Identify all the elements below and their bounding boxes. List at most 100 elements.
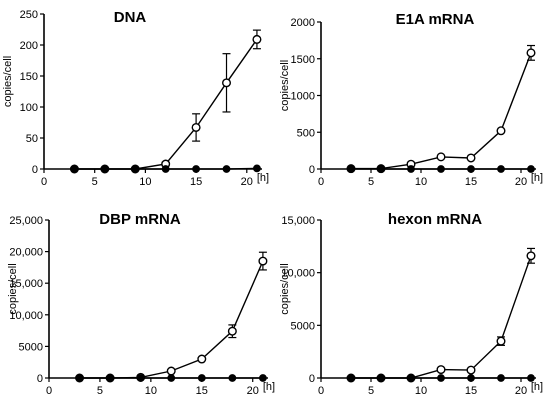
data-point [161, 165, 170, 173]
series-line [79, 260, 264, 379]
series-line [351, 52, 532, 170]
x-tick-label: 20 [241, 176, 253, 188]
data-point [252, 34, 262, 44]
y-tick-label: 2000 [291, 17, 315, 29]
data-point [106, 374, 115, 382]
y-tick-label: 25,000 [9, 215, 43, 227]
y-axis-label: copies/cell [2, 56, 14, 107]
y-tick-label: 5000 [19, 341, 43, 353]
y-tick-label: 1500 [291, 54, 315, 66]
y-tick-label: 1000 [291, 91, 315, 103]
x-unit-label: [h] [531, 172, 543, 184]
chart-title: DBP mRNA [99, 211, 181, 228]
data-point [407, 165, 415, 173]
y-axis-label: copies/cell [279, 263, 291, 314]
y-tick-label: 0 [32, 164, 38, 176]
data-point [100, 165, 109, 173]
y-tick-label: 15,000 [9, 278, 43, 290]
x-tick-label: 10 [139, 176, 151, 188]
data-point [197, 354, 207, 364]
data-point [497, 374, 505, 382]
data-point [527, 374, 535, 382]
chart-panel-4: hexon mRNA 0 5000 10,000 15,000 0 5 10 15 20 [h] co… [279, 211, 543, 397]
data-point [227, 326, 237, 336]
x-tick-label: 20 [515, 385, 527, 397]
data-point [253, 164, 261, 173]
series-open-circles [69, 29, 262, 174]
x-unit-label: [h] [257, 172, 269, 184]
data-point [466, 365, 476, 375]
chart-title: hexon mRNA [388, 211, 482, 228]
data-point [166, 366, 176, 376]
data-point [222, 165, 231, 173]
x-tick-label: 15 [465, 385, 477, 397]
data-point [377, 374, 385, 382]
y-axis-label: copies/cell [7, 263, 19, 314]
y-axis-label: copies/cell [279, 60, 291, 111]
y-tick-label: 10,000 [281, 268, 315, 280]
series-line [74, 38, 258, 170]
series-filled-circles [70, 164, 261, 173]
data-point [347, 374, 355, 382]
x-tick-label: 0 [41, 176, 47, 188]
data-point [466, 153, 476, 163]
x-unit-label: [h] [531, 381, 543, 393]
data-point [496, 126, 506, 136]
data-point [526, 48, 536, 58]
x-tick-label: 15 [190, 176, 202, 188]
series-open-circles [346, 247, 536, 383]
x-tick-label: 20 [247, 385, 259, 397]
chart-title: E1A mRNA [396, 11, 475, 28]
data-point [437, 374, 445, 382]
series-open-circles [75, 251, 268, 383]
y-tick-label: 15,000 [281, 215, 315, 227]
y-tick-label: 500 [297, 127, 315, 139]
y-tick-label: 150 [20, 71, 38, 83]
y-tick-label: 100 [20, 102, 38, 114]
data-point [377, 165, 385, 173]
data-point [436, 152, 446, 162]
series-line [351, 255, 532, 379]
chart-panel-1: DNA 0 50 100 150 200 250 0 5 10 15 20 [h] copies/cell [2, 9, 269, 188]
data-point [497, 165, 505, 173]
y-tick-label: 0 [309, 164, 315, 176]
data-point [526, 251, 536, 261]
x-unit-label: [h] [263, 381, 275, 393]
x-tick-label: 15 [465, 176, 477, 188]
x-tick-label: 5 [92, 176, 98, 188]
data-point [496, 336, 506, 346]
data-point [222, 78, 232, 88]
data-point [197, 374, 206, 382]
chart-title: DNA [114, 9, 147, 26]
x-tick-label: 0 [318, 385, 324, 397]
data-point [347, 165, 355, 173]
data-point [258, 256, 268, 266]
data-point [436, 365, 446, 375]
data-point [259, 374, 267, 382]
data-point [467, 374, 475, 382]
chart-panel-2: E1A mRNA 0 500 1000 1500 2000 0 5 10 15 20 [h] copie… [279, 11, 543, 188]
data-point [136, 374, 145, 382]
data-point [167, 374, 176, 382]
x-tick-label: 10 [415, 385, 427, 397]
data-point [192, 165, 200, 173]
y-tick-label: 0 [37, 373, 43, 385]
series-open-circles [346, 44, 536, 174]
data-point [191, 122, 201, 132]
x-tick-label: 10 [145, 385, 157, 397]
data-point [527, 165, 535, 173]
y-tick-label: 20,000 [9, 247, 43, 259]
series-filled-circles [347, 165, 535, 173]
x-tick-label: 20 [515, 176, 527, 188]
data-point [70, 165, 79, 173]
data-point [437, 165, 445, 173]
x-tick-label: 15 [196, 385, 208, 397]
data-point [407, 374, 415, 382]
x-tick-label: 5 [97, 385, 103, 397]
data-point [131, 165, 140, 173]
x-tick-label: 5 [368, 176, 374, 188]
y-tick-label: 200 [20, 40, 38, 52]
series-filled-circles [75, 374, 267, 382]
x-tick-label: 0 [46, 385, 52, 397]
y-tick-label: 50 [26, 133, 38, 145]
